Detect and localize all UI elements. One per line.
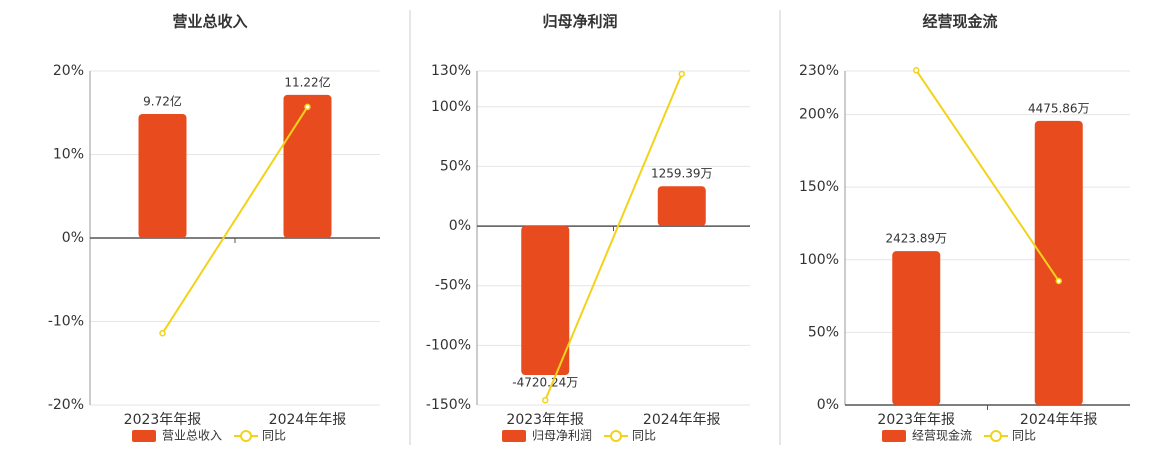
x-tick-label: 2024年年报 bbox=[1020, 412, 1098, 428]
line bbox=[544, 73, 683, 401]
y-tick-label: 50% bbox=[440, 158, 471, 174]
bar bbox=[1034, 120, 1083, 406]
legend-label: 同比 bbox=[632, 429, 656, 443]
y-tick-label: -100% bbox=[426, 337, 471, 353]
value-label: -4720.24万 bbox=[512, 376, 578, 390]
y-tick-label: 0% bbox=[817, 397, 839, 413]
legend-swatch bbox=[502, 430, 526, 442]
line-point bbox=[159, 329, 166, 337]
bar bbox=[892, 251, 941, 405]
legend-label: 营业总收入 bbox=[162, 429, 222, 443]
bar bbox=[657, 186, 706, 227]
legend-marker bbox=[990, 430, 1002, 442]
bar bbox=[521, 226, 570, 376]
y-tick-label: -20% bbox=[48, 397, 84, 413]
y-tick-label: -150% bbox=[426, 397, 471, 413]
y-tick-label: 0% bbox=[62, 230, 84, 246]
chart-title: 归母净利润 bbox=[542, 13, 617, 31]
value-label: 4475.86万 bbox=[1028, 101, 1090, 115]
line-point bbox=[678, 70, 685, 78]
legend-swatch bbox=[882, 430, 906, 442]
x-tick-label: 2023年年报 bbox=[877, 412, 955, 428]
y-tick-label: 100% bbox=[431, 99, 471, 115]
x-tick-label: 2024年年报 bbox=[269, 412, 347, 428]
legend-label: 同比 bbox=[1012, 429, 1036, 443]
y-tick-label: -10% bbox=[48, 314, 84, 330]
legend-label: 同比 bbox=[262, 429, 286, 443]
value-label: 2423.89万 bbox=[885, 232, 947, 246]
y-tick-label: 50% bbox=[808, 324, 839, 340]
y-tick-label: 130% bbox=[431, 63, 471, 79]
chart-title: 营业总收入 bbox=[172, 13, 247, 31]
line-point bbox=[913, 67, 920, 74]
x-tick-label: 2024年年报 bbox=[643, 412, 721, 428]
x-tick-label: 2023年年报 bbox=[506, 412, 584, 428]
chart-title: 经营现金流 bbox=[922, 13, 997, 31]
legend-label: 归母净利润 bbox=[532, 429, 592, 443]
y-tick-label: 20% bbox=[53, 63, 84, 79]
line-point bbox=[1055, 277, 1062, 285]
legend-label: 经营现金流 bbox=[912, 428, 972, 443]
y-tick-label: 10% bbox=[53, 147, 84, 163]
y-tick-label: 150% bbox=[799, 179, 839, 195]
y-tick-label: -50% bbox=[435, 278, 471, 294]
legend-marker bbox=[240, 430, 252, 442]
legend-swatch bbox=[132, 430, 156, 442]
bar bbox=[283, 94, 332, 238]
line bbox=[161, 106, 309, 334]
line-point bbox=[542, 396, 549, 404]
bar bbox=[138, 113, 187, 238]
legend-marker bbox=[610, 430, 622, 442]
y-tick-label: 200% bbox=[799, 107, 839, 123]
y-tick-label: 0% bbox=[449, 218, 471, 234]
line-point bbox=[304, 103, 311, 111]
x-tick-label: 2023年年报 bbox=[124, 412, 202, 428]
value-label: 1259.39万 bbox=[651, 167, 713, 181]
y-tick-label: 230% bbox=[799, 63, 839, 79]
line bbox=[915, 69, 1060, 282]
value-label: 11.22亿 bbox=[284, 74, 330, 89]
y-tick-label: 100% bbox=[799, 252, 839, 268]
value-label: 9.72亿 bbox=[143, 93, 182, 108]
